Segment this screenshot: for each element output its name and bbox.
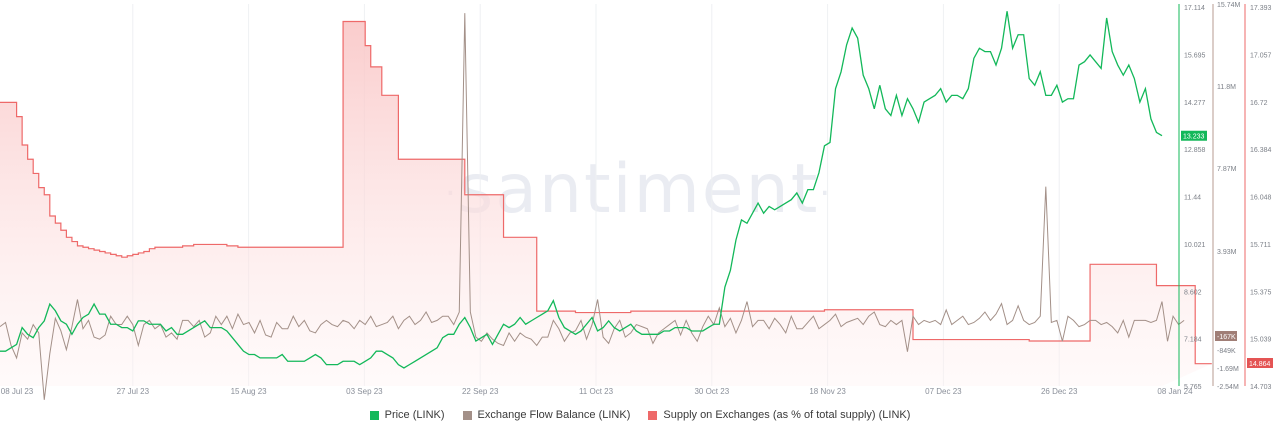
price-tick-label: 10.021 (1184, 242, 1206, 249)
supply-area (0, 21, 1212, 386)
x-tick-label: 27 Jul 23 (117, 387, 150, 396)
x-tick-label: 22 Sep 23 (462, 387, 499, 396)
flow-tick-label: 7.87M (1217, 166, 1237, 173)
legend-label-flow: Exchange Flow Balance (LINK) (477, 409, 631, 421)
price-series-layer (0, 11, 1163, 369)
flow-line (0, 13, 1185, 400)
price-tick-label: 5.765 (1184, 384, 1202, 391)
price-tick-label: 7.184 (1184, 337, 1202, 344)
legend-item-supply[interactable]: Supply on Exchanges (as % of total suppl… (648, 409, 910, 421)
price-tick-label: 12.858 (1184, 147, 1206, 154)
legend-item-flow[interactable]: Exchange Flow Balance (LINK) (462, 409, 631, 421)
santiment-watermark: ·santiment· (445, 150, 833, 229)
x-tick-label: 26 Dec 23 (1041, 387, 1078, 396)
supply-tick-label: 15.375 (1250, 289, 1272, 296)
flow-tick-label: 11.8M (1217, 84, 1236, 91)
legend-item-price[interactable]: Price (LINK) (369, 409, 445, 421)
legend-label-supply: Supply on Exchanges (as % of total suppl… (663, 409, 911, 421)
supply-tick-label: 16.72 (1250, 100, 1268, 107)
supply-series-layer (0, 20, 1212, 386)
x-tick-label: 08 Jul 23 (1, 387, 34, 396)
flow-tick-label: -2.54M (1217, 384, 1239, 391)
x-tick-label: 11 Oct 23 (579, 387, 614, 396)
price-tick-label: 11.44 (1184, 195, 1201, 202)
legend-label-price: Price (LINK) (384, 409, 445, 421)
price-line (0, 11, 1163, 369)
supply-value-badge-bg (1247, 358, 1273, 368)
x-tick-label: 15 Aug 23 (231, 387, 268, 396)
flow-tick-label: 15.74M (1217, 2, 1241, 9)
supply-tick-label: 16.384 (1250, 147, 1272, 154)
x-tick-label: 18 Nov 23 (809, 387, 846, 396)
flow-tick-label: 3.93M (1217, 249, 1237, 256)
price-tick-label: 17.114 (1184, 5, 1205, 12)
price-tick-label: 14.277 (1184, 100, 1206, 107)
legend-swatch-flow (462, 410, 472, 420)
chart-svg: 08 Jul 23 27 Jul 23 15 Aug 23 03 Sep 23 22 S… (0, 2, 1273, 400)
supply-value-badge: 14.864 (1249, 361, 1271, 368)
x-tick-label: 08 Jan 24 (1157, 387, 1193, 396)
x-tick-label: 30 Oct 23 (694, 387, 729, 396)
flow-tick-label: -849K (1217, 348, 1236, 355)
chart-legend: Price (LINK) Exchange Flow Balance (LINK… (0, 402, 1280, 428)
supply-tick-label: 14.703 (1250, 384, 1272, 391)
supply-tick-label: 17.057 (1250, 52, 1272, 59)
flow-series-layer (0, 13, 1185, 400)
legend-swatch-supply (648, 410, 658, 420)
x-tick-label: 07 Dec 23 (925, 387, 962, 396)
flow-value-badge: -167K (1217, 334, 1236, 341)
axis-layer: 08 Jul 23 27 Jul 23 15 Aug 23 03 Sep 23 22 S… (1, 2, 1273, 396)
supply-tick-label: 17.393 (1250, 5, 1272, 12)
x-tick-label: 03 Sep 23 (346, 387, 383, 396)
legend-swatch-price (369, 410, 379, 420)
flow-tick-label: -1.69M (1217, 366, 1239, 373)
price-value-badge: 13.233 (1183, 134, 1205, 141)
price-tick-label: 15.695 (1184, 52, 1206, 59)
supply-line (0, 20, 1212, 365)
price-value-badge-bg (1181, 130, 1207, 141)
flow-value-badge-bg (1215, 331, 1237, 341)
supply-tick-label: 16.048 (1250, 195, 1272, 202)
supply-tick-label: 15.711 (1250, 242, 1271, 249)
price-tick-label: 8.602 (1184, 289, 1202, 296)
supply-tick-label: 15.039 (1250, 337, 1272, 344)
